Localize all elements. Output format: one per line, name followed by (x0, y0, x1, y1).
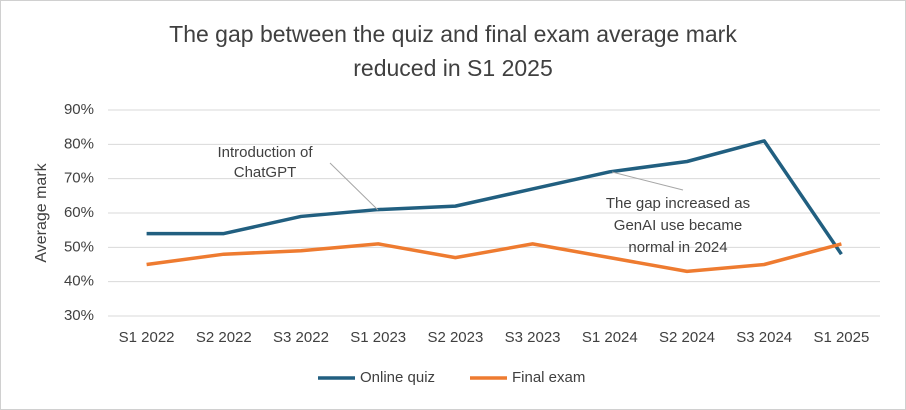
annotation-leader (611, 171, 684, 191)
x-tick-label: S1 2024 (582, 329, 638, 346)
y-tick-label: 70% (64, 170, 94, 187)
annotation: Introduction of (217, 144, 313, 161)
x-tick-label: S3 2022 (273, 329, 329, 346)
y-tick-label: 90% (64, 101, 94, 118)
legend-label: Online quiz (360, 369, 435, 386)
x-tick-label: S3 2024 (736, 329, 792, 346)
y-tick-label: 50% (64, 238, 94, 255)
annotation: GenAI use became (614, 217, 742, 234)
y-tick-label: 60% (64, 204, 94, 221)
x-tick-label: S1 2025 (813, 329, 869, 346)
x-tick-label: S1 2022 (119, 329, 175, 346)
annotation-leader (329, 162, 379, 211)
x-tick-label: S3 2023 (505, 329, 561, 346)
x-tick-label: S2 2024 (659, 329, 715, 346)
chart-title: reduced in S1 2025 (353, 55, 553, 81)
chart-title: The gap between the quiz and final exam … (169, 21, 737, 47)
x-tick-label: S2 2023 (427, 329, 483, 346)
series-line (146, 242, 842, 274)
y-tick-label: 40% (64, 273, 94, 290)
series-line (146, 139, 843, 256)
annotation: The gap increased as (606, 195, 750, 212)
annotation: ChatGPT (234, 164, 297, 181)
y-tick-label: 30% (64, 307, 94, 324)
y-tick-label: 80% (64, 135, 94, 152)
x-tick-label: S2 2022 (196, 329, 252, 346)
x-tick-label: S1 2023 (350, 329, 406, 346)
legend-label: Final exam (512, 369, 585, 386)
y-axis-label: Average mark (33, 162, 50, 262)
annotation: normal in 2024 (628, 239, 727, 256)
